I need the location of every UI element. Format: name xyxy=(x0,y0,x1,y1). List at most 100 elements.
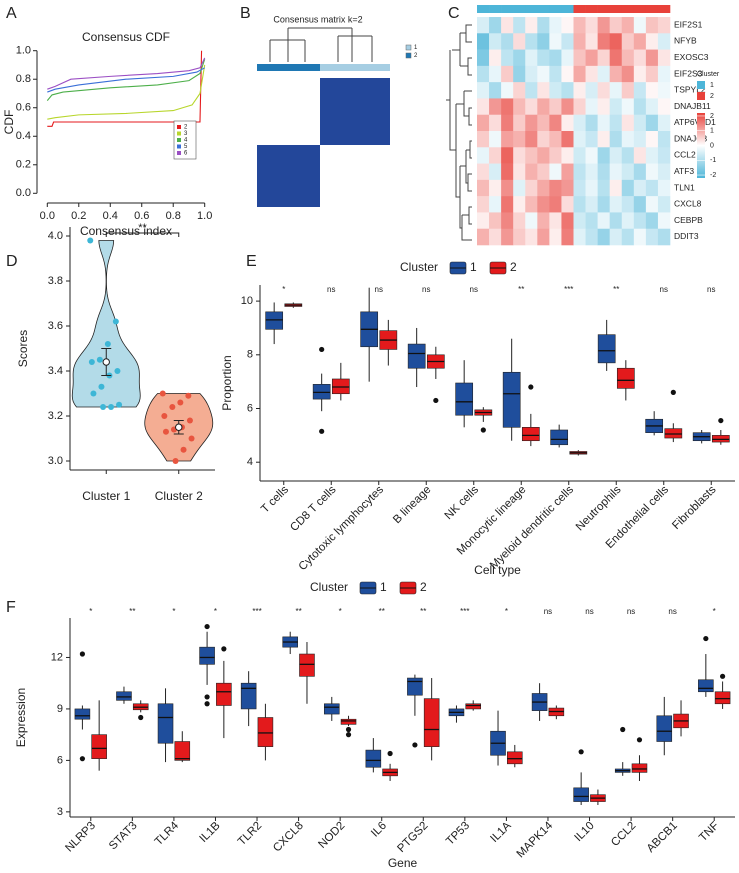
heat-cell xyxy=(489,212,502,230)
point xyxy=(185,392,192,399)
colorbar-label: 2 xyxy=(710,113,714,120)
heat-cell xyxy=(585,17,598,34)
outlier xyxy=(718,417,724,424)
heat-cell xyxy=(609,147,623,164)
heat-cell xyxy=(489,228,502,246)
heat-cell xyxy=(597,228,610,246)
heat-cell xyxy=(489,17,502,34)
heat-cell xyxy=(549,65,562,83)
point xyxy=(169,404,176,410)
heat-cell xyxy=(525,196,538,213)
heat-cell xyxy=(573,212,586,230)
box xyxy=(216,682,232,706)
heat-cell xyxy=(501,228,514,246)
x-tick-label: TLR2 xyxy=(236,820,264,848)
point xyxy=(98,383,105,390)
heat-cell xyxy=(585,228,598,246)
heat-cell xyxy=(537,147,550,164)
y-tick-label: 0.0 xyxy=(16,187,31,199)
x-tick-label: STAT3 xyxy=(107,820,140,853)
heat-cell xyxy=(501,82,514,99)
heat-cell xyxy=(573,163,586,181)
heat-cell xyxy=(477,82,490,99)
heat-cell xyxy=(597,196,610,213)
x-tick-label: 0.4 xyxy=(103,210,118,222)
cluster-bar xyxy=(501,5,514,13)
heat-cell xyxy=(477,98,490,116)
y-tick-label: 3.6 xyxy=(48,320,63,332)
chart-title: Consensus matrix k=2 xyxy=(273,14,362,24)
point xyxy=(88,359,95,365)
matrix-cell xyxy=(320,78,390,145)
heat-cell xyxy=(621,98,635,116)
heat-cell xyxy=(537,98,550,116)
outlier xyxy=(79,756,86,762)
y-tick-label: 9 xyxy=(57,703,63,715)
heat-cell xyxy=(609,65,623,83)
row-label: DNAJC3 xyxy=(674,133,707,143)
heat-cell xyxy=(597,49,610,67)
x-axis-label: Gene xyxy=(388,856,418,870)
outlier xyxy=(578,749,584,755)
heat-cell xyxy=(657,82,671,99)
heat-cell xyxy=(489,131,502,148)
x-tick-label: ABCB1 xyxy=(645,820,680,855)
x-tick-label: B lineage xyxy=(391,484,433,526)
heat-cell xyxy=(549,17,562,34)
heat-cell xyxy=(537,114,550,132)
box xyxy=(698,679,714,693)
x-tick-label: TLR4 xyxy=(153,819,182,848)
heat-cell xyxy=(525,212,538,230)
heat-cell xyxy=(633,17,647,34)
heat-cell xyxy=(597,17,610,34)
heat-cell xyxy=(597,114,610,132)
box xyxy=(91,734,107,759)
significance-label: *** xyxy=(564,285,573,294)
significance-label: * xyxy=(172,607,175,616)
row-label: TSPYL2 xyxy=(674,85,706,95)
heat-cell xyxy=(489,98,502,116)
heat-cell xyxy=(645,228,659,246)
heat-cell xyxy=(477,65,490,83)
heat-cell xyxy=(477,163,490,181)
box xyxy=(521,427,540,442)
x-tick-label: Cytotoxic lymphocytes xyxy=(297,484,387,574)
point xyxy=(161,413,168,419)
y-tick-label: 0.2 xyxy=(16,159,31,171)
row-label: EXOSC3 xyxy=(674,52,709,62)
y-tick-label: 1.0 xyxy=(16,45,31,57)
heat-cell xyxy=(561,17,574,34)
violin xyxy=(71,240,141,408)
heat-cell xyxy=(513,163,526,181)
significance-label: ns xyxy=(470,285,478,294)
point xyxy=(108,404,115,410)
colorbar-label: 1 xyxy=(710,128,714,135)
heat-cell xyxy=(633,179,647,197)
heat-cell xyxy=(609,179,623,197)
heat-cell xyxy=(585,147,598,164)
legend-box xyxy=(173,120,197,160)
outlier xyxy=(387,750,393,757)
heat-cell xyxy=(609,212,623,230)
box xyxy=(240,682,257,710)
cdf-line xyxy=(47,67,205,93)
heat-cell xyxy=(657,163,671,181)
heat-cell xyxy=(585,212,598,230)
heat-cell xyxy=(549,147,562,164)
box xyxy=(597,334,616,364)
heat-cell xyxy=(597,131,610,148)
significance-label: * xyxy=(713,607,716,616)
heat-cell xyxy=(597,82,610,99)
significance-label: ns xyxy=(627,607,635,616)
box xyxy=(631,763,648,773)
heat-cell xyxy=(645,33,659,50)
box xyxy=(299,653,315,677)
heat-cell xyxy=(489,196,502,213)
x-tick-label: Cluster 1 xyxy=(82,489,130,503)
heat-cell xyxy=(489,49,502,67)
cluster-bar xyxy=(561,5,574,13)
cluster-bar xyxy=(621,5,635,13)
heat-cell xyxy=(549,98,562,116)
heat-cell xyxy=(585,179,598,197)
legend-swatch xyxy=(405,52,412,59)
